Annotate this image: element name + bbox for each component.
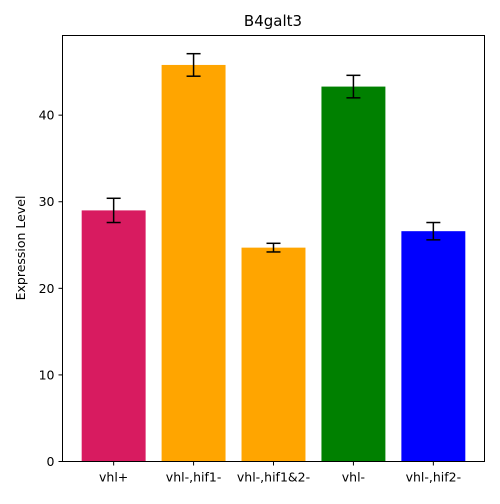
error-bar-0	[106, 197, 121, 224]
y-axis-title: Expression Level	[13, 196, 28, 301]
x-axis-ticks: vhl+ vhl-,hif1- vhl-,hif1&2- vhl-vhl-,hif2-	[99, 461, 462, 485]
error-bar-4	[426, 221, 441, 241]
x-tick-label-0: vhl+	[99, 470, 128, 485]
y-tick-label-0: 0	[47, 454, 55, 469]
bar-1	[161, 64, 226, 462]
x-tick-label-2: vhl-,hif1&2-	[237, 470, 310, 485]
bar-2	[241, 247, 306, 462]
y-tick-label-1: 10	[39, 367, 55, 382]
y-tick-label-2: 20	[39, 281, 55, 296]
error-bar-3	[346, 74, 361, 99]
bar-3	[321, 86, 386, 462]
chart-title: B4galt3	[244, 12, 302, 30]
y-axis-ticks: 0 10 20 30 40	[39, 108, 63, 469]
bar-0	[81, 210, 146, 462]
y-tick-label-3: 30	[39, 194, 55, 209]
error-bars-layer	[106, 52, 441, 253]
y-tick-label-4: 40	[39, 108, 55, 123]
error-bar-1	[186, 52, 201, 77]
bar-4	[401, 231, 466, 462]
x-tick-label-1: vhl-,hif1-	[166, 470, 222, 485]
bars-layer	[81, 64, 466, 462]
error-bar-2	[266, 242, 281, 253]
plot-frame	[62, 35, 485, 462]
x-tick-label-3: vhl-	[342, 470, 365, 485]
x-tick-label-4: vhl-,hif2-	[406, 470, 462, 485]
